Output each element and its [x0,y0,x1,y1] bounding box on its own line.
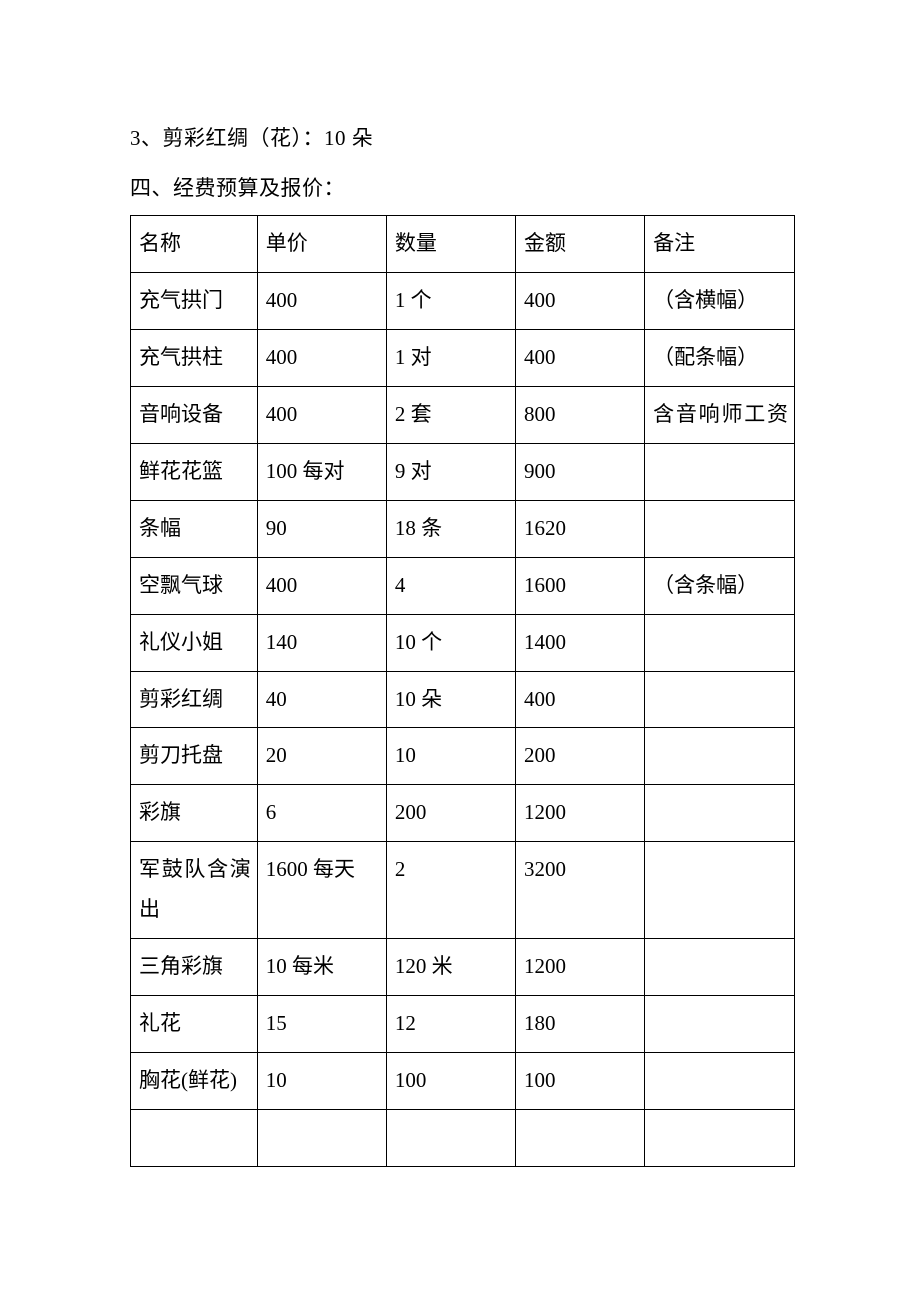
cell-price: 400 [257,387,386,444]
table-row: 三角彩旗10 每米120 米1200 [131,938,795,995]
table-row: 礼仪小姐14010 个1400 [131,614,795,671]
cell-notes [645,728,795,785]
cell-notes: 含音响师工资 [645,387,795,444]
cell-name: 军鼓队含演出 [131,842,258,939]
budget-table: 名称单价数量金额备注充气拱门4001 个400（含横幅）充气拱柱4001 对40… [130,215,795,1166]
cell-notes: （含条幅） [645,557,795,614]
cell-qty: 1 个 [386,273,515,330]
table-row: 空飘气球40041600（含条幅） [131,557,795,614]
cell-price: 10 每米 [257,938,386,995]
table-row: 彩旗62001200 [131,785,795,842]
intro-line: 3、剪彩红绸（花）：10 朵 [130,115,795,161]
table-header-cell: 单价 [257,216,386,273]
cell-name: 充气拱门 [131,273,258,330]
cell-qty: 200 [386,785,515,842]
table-row: 胸花(鲜花)10100100 [131,1052,795,1109]
cell-amount: 400 [516,273,645,330]
table-row: 鲜花花篮100 每对9 对900 [131,443,795,500]
cell-name: 三角彩旗 [131,938,258,995]
cell-qty: 2 套 [386,387,515,444]
table-row: 礼花1512180 [131,995,795,1052]
empty-cell [386,1109,515,1166]
cell-notes [645,842,795,939]
table-row: 音响设备4002 套800含音响师工资 [131,387,795,444]
cell-qty: 10 朵 [386,671,515,728]
cell-qty: 2 [386,842,515,939]
cell-name: 剪刀托盘 [131,728,258,785]
cell-name: 充气拱柱 [131,330,258,387]
table-row: 充气拱门4001 个400（含横幅） [131,273,795,330]
cell-qty: 10 个 [386,614,515,671]
cell-notes: （配条幅） [645,330,795,387]
cell-qty: 10 [386,728,515,785]
empty-cell [645,1109,795,1166]
empty-cell [131,1109,258,1166]
table-header-cell: 备注 [645,216,795,273]
cell-notes [645,614,795,671]
table-row: 条幅9018 条1620 [131,500,795,557]
cell-qty: 4 [386,557,515,614]
table-row: 剪彩红绸4010 朵400 [131,671,795,728]
cell-price: 90 [257,500,386,557]
cell-amount: 1200 [516,938,645,995]
cell-price: 10 [257,1052,386,1109]
cell-amount: 3200 [516,842,645,939]
cell-amount: 1620 [516,500,645,557]
cell-name: 礼仪小姐 [131,614,258,671]
cell-amount: 100 [516,1052,645,1109]
cell-amount: 400 [516,671,645,728]
empty-cell [257,1109,386,1166]
cell-name: 彩旗 [131,785,258,842]
cell-amount: 1600 [516,557,645,614]
cell-amount: 1200 [516,785,645,842]
cell-name: 剪彩红绸 [131,671,258,728]
cell-amount: 400 [516,330,645,387]
table-row: 充气拱柱4001 对400（配条幅） [131,330,795,387]
cell-notes [645,671,795,728]
cell-notes [645,995,795,1052]
cell-name: 音响设备 [131,387,258,444]
cell-price: 40 [257,671,386,728]
cell-price: 20 [257,728,386,785]
cell-price: 400 [257,273,386,330]
table-header-row: 名称单价数量金额备注 [131,216,795,273]
cell-notes [645,785,795,842]
table-row: 军鼓队含演出1600 每天23200 [131,842,795,939]
cell-qty: 9 对 [386,443,515,500]
cell-name: 空飘气球 [131,557,258,614]
section-title: 四、经费预算及报价： [130,165,795,211]
cell-qty: 18 条 [386,500,515,557]
cell-notes: （含横幅） [645,273,795,330]
table-empty-row [131,1109,795,1166]
cell-notes [645,500,795,557]
table-header-cell: 名称 [131,216,258,273]
table-header-cell: 金额 [516,216,645,273]
cell-price: 140 [257,614,386,671]
cell-amount: 800 [516,387,645,444]
cell-amount: 1400 [516,614,645,671]
cell-qty: 1 对 [386,330,515,387]
cell-price: 15 [257,995,386,1052]
cell-amount: 180 [516,995,645,1052]
table-header-cell: 数量 [386,216,515,273]
table-row: 剪刀托盘2010200 [131,728,795,785]
cell-name: 鲜花花篮 [131,443,258,500]
cell-price: 400 [257,330,386,387]
cell-price: 1600 每天 [257,842,386,939]
cell-price: 400 [257,557,386,614]
cell-price: 6 [257,785,386,842]
cell-qty: 100 [386,1052,515,1109]
cell-amount: 200 [516,728,645,785]
cell-name: 礼花 [131,995,258,1052]
cell-notes [645,938,795,995]
cell-notes [645,1052,795,1109]
cell-name: 条幅 [131,500,258,557]
cell-qty: 120 米 [386,938,515,995]
cell-price: 100 每对 [257,443,386,500]
empty-cell [516,1109,645,1166]
cell-amount: 900 [516,443,645,500]
cell-name: 胸花(鲜花) [131,1052,258,1109]
cell-qty: 12 [386,995,515,1052]
cell-notes [645,443,795,500]
